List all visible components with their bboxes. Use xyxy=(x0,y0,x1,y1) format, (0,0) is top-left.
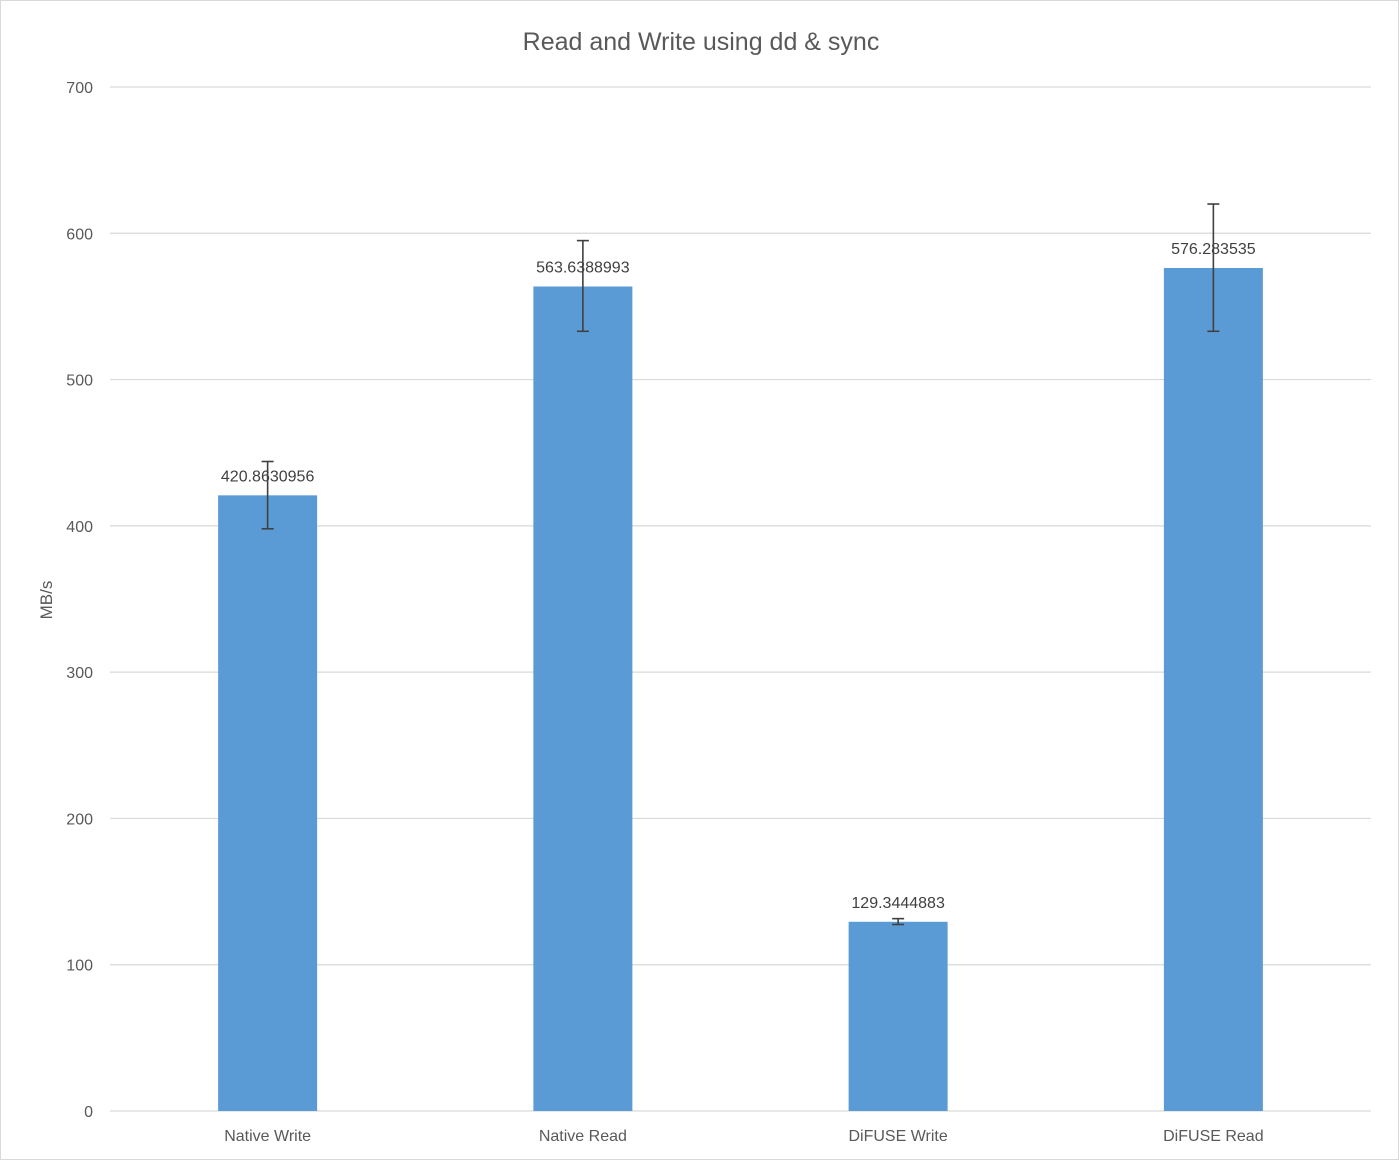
bars xyxy=(218,267,1263,1112)
bar-3 xyxy=(1163,267,1263,1112)
chart-title: Read and Write using dd & sync xyxy=(523,28,880,56)
y-tick-labels: 0 100 200 300 400 500 600 700 xyxy=(66,80,93,1121)
bar-0 xyxy=(218,495,318,1111)
y-tick-label: 200 xyxy=(66,811,93,828)
error-bar-0 xyxy=(261,460,274,530)
error-bars xyxy=(261,203,1220,926)
y-tick-label: 0 xyxy=(84,1104,93,1121)
x-tick-labels: Native Write Native Read DiFUSE Write DiFUS… xyxy=(224,1128,1263,1145)
error-bar-1 xyxy=(576,239,589,333)
x-tick-label: Native Write xyxy=(224,1128,311,1145)
y-tick-label: 300 xyxy=(66,665,93,682)
x-tick-label: DiFUSE Read xyxy=(1163,1128,1263,1145)
data-labels: 420.8630956 563.6388993 129.3444883 576.283… xyxy=(221,241,1256,912)
y-tick-label: 700 xyxy=(66,80,93,97)
x-tick-label: Native Read xyxy=(539,1128,627,1145)
y-tick-label: 600 xyxy=(66,226,93,243)
y-tick-label: 400 xyxy=(66,519,93,536)
bar-1 xyxy=(533,286,633,1111)
data-label: 420.8630956 xyxy=(221,468,315,485)
data-label: 576.283535 xyxy=(1171,241,1256,258)
y-axis-label: MB/s xyxy=(37,581,56,620)
x-tick-label: DiFUSE Write xyxy=(848,1128,947,1145)
error-bar-2 xyxy=(892,917,905,926)
bar-2 xyxy=(848,921,948,1111)
error-bar-3 xyxy=(1207,203,1220,333)
gridlines xyxy=(110,86,1371,1112)
data-label: 563.6388993 xyxy=(536,259,630,276)
y-tick-label: 500 xyxy=(66,373,93,390)
y-tick-label: 100 xyxy=(66,958,93,975)
data-label: 129.3444883 xyxy=(851,895,945,912)
